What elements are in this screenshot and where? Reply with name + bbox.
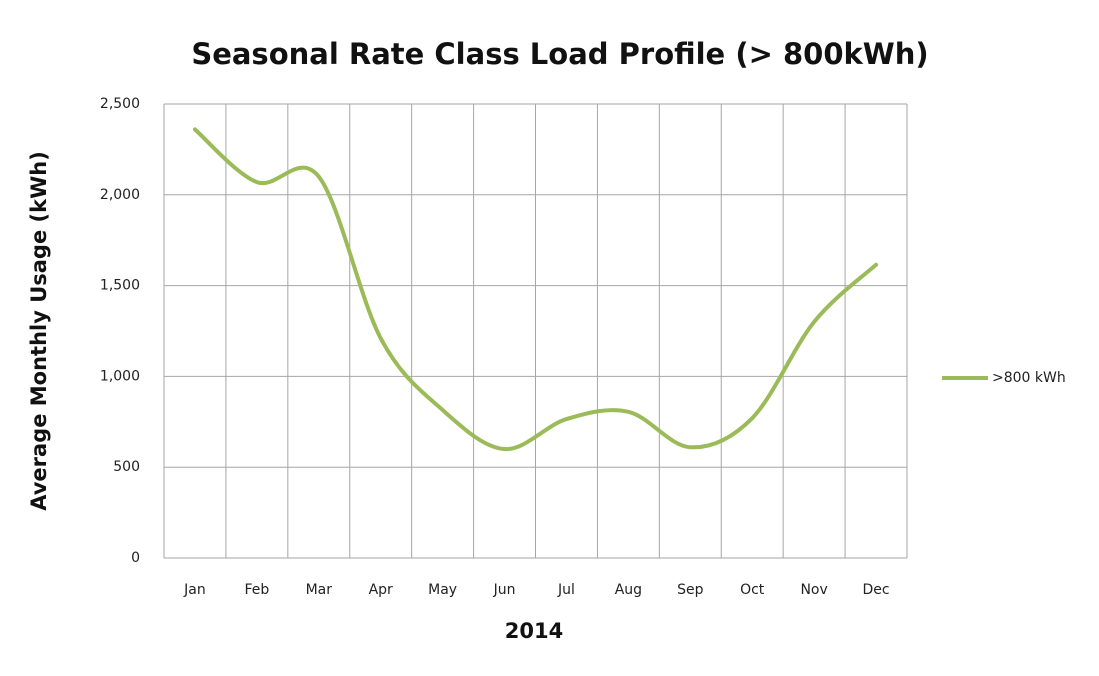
x-tick-label: Jul [557,582,575,598]
x-tick-label: May [428,582,457,598]
x-tick-label: Feb [244,582,269,598]
x-tick-label: Mar [306,582,333,598]
y-tick-label: 500 [113,459,140,475]
y-tick-label: 2,500 [100,96,140,112]
legend-label: >800 kWh [992,370,1066,386]
chart-title: Seasonal Rate Class Load Profile (> 800k… [191,37,928,71]
y-axis-title: Average Monthly Usage (kWh) [27,151,51,511]
y-tick-label: 0 [131,550,140,566]
x-tick-label: Oct [740,582,765,598]
x-axis-title: 2014 [505,619,563,643]
x-tick-label: Jun [493,582,516,598]
y-tick-label: 2,000 [100,187,140,203]
x-tick-label: Dec [862,582,889,598]
x-tick-label: Apr [369,582,393,598]
y-tick-label: 1,500 [100,278,140,294]
x-tick-label: Jan [183,582,206,598]
series-line [192,127,879,452]
y-tick-label: 1,000 [100,368,140,384]
x-tick-label: Aug [615,582,642,598]
x-tick-label: Sep [677,582,704,598]
x-tick-label: Nov [800,582,827,598]
